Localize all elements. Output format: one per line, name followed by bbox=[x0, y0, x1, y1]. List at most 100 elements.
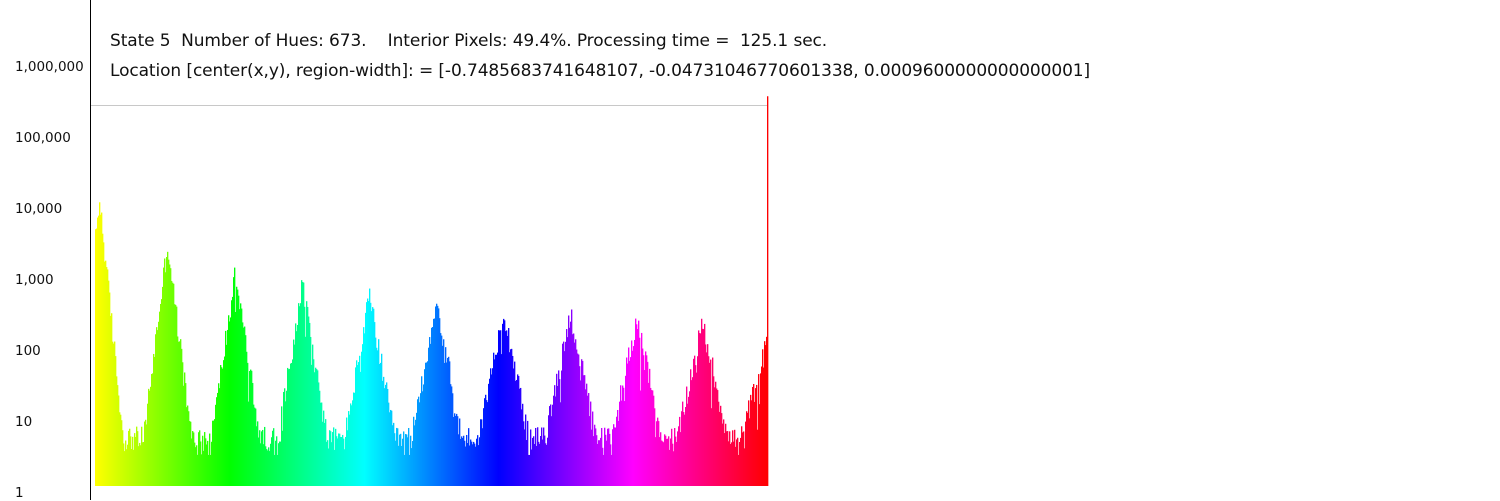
histogram-bar bbox=[761, 366, 763, 486]
histogram-bar bbox=[206, 444, 208, 486]
histogram-bar bbox=[602, 447, 604, 486]
histogram-bar bbox=[190, 421, 192, 486]
histogram-bar bbox=[734, 429, 736, 486]
histogram-bar bbox=[637, 329, 639, 486]
histogram-bar bbox=[455, 415, 457, 486]
histogram-bar bbox=[406, 434, 408, 486]
histogram-bar bbox=[173, 283, 175, 486]
histogram-bar bbox=[169, 264, 171, 486]
histogram-bar bbox=[645, 351, 647, 486]
histogram-bar bbox=[423, 384, 425, 486]
histogram-bar bbox=[512, 355, 514, 486]
histogram-bar bbox=[501, 354, 503, 486]
histogram-bar bbox=[739, 441, 741, 486]
histogram-bar bbox=[700, 333, 702, 486]
histogram-bar bbox=[162, 286, 164, 486]
histogram-bar bbox=[625, 375, 627, 486]
histogram-bar bbox=[672, 443, 674, 486]
histogram-bar bbox=[165, 272, 167, 486]
histogram-bar bbox=[171, 280, 173, 486]
histogram-bar bbox=[654, 408, 656, 486]
histogram-bar bbox=[572, 334, 574, 486]
histogram-bar bbox=[564, 351, 566, 486]
histogram-bar bbox=[628, 347, 630, 486]
histogram-bar bbox=[258, 437, 260, 486]
histogram-bar bbox=[339, 433, 341, 486]
histogram-bar bbox=[504, 320, 506, 486]
histogram-bar bbox=[445, 347, 447, 486]
histogram-bar bbox=[726, 431, 728, 486]
histogram-bar bbox=[224, 356, 226, 486]
histogram-bar bbox=[306, 301, 308, 486]
histogram-bar bbox=[380, 362, 382, 486]
histogram-bar bbox=[146, 424, 148, 486]
histogram-bar bbox=[457, 416, 459, 486]
histogram-bar bbox=[207, 440, 209, 486]
histogram-bar bbox=[113, 343, 115, 486]
histogram-bar bbox=[400, 433, 402, 486]
histogram-bar bbox=[623, 387, 625, 486]
histogram-bar bbox=[527, 420, 529, 486]
histogram-bar bbox=[278, 443, 280, 486]
histogram-bar bbox=[332, 432, 334, 486]
histogram-bar bbox=[529, 454, 531, 486]
y-tick-label: 100,000 bbox=[15, 130, 71, 146]
histogram-bar bbox=[730, 444, 732, 486]
histogram-bar bbox=[419, 402, 421, 486]
histogram-bar bbox=[683, 412, 685, 486]
histogram-bar bbox=[497, 352, 499, 486]
histogram-bar bbox=[641, 332, 643, 486]
histogram-bar bbox=[598, 440, 600, 486]
histogram-bar bbox=[145, 419, 147, 486]
histogram-bar bbox=[472, 444, 474, 486]
histogram-bar bbox=[268, 447, 270, 486]
histogram-bar bbox=[239, 309, 241, 486]
histogram-bar bbox=[477, 435, 479, 486]
histogram-bar bbox=[389, 412, 391, 486]
histogram-bar bbox=[673, 451, 675, 486]
histogram-bar bbox=[473, 441, 475, 486]
histogram-bar bbox=[526, 440, 528, 486]
histogram-bar bbox=[491, 374, 493, 486]
histogram-bar bbox=[312, 344, 314, 486]
histogram-bar bbox=[417, 399, 419, 486]
histogram-bar bbox=[267, 450, 269, 486]
histogram-bar bbox=[285, 401, 287, 486]
histogram-bar bbox=[492, 368, 494, 486]
histogram-bar bbox=[240, 303, 242, 486]
histogram-bar bbox=[155, 334, 157, 486]
histogram-bar bbox=[238, 295, 240, 486]
histogram-bar bbox=[488, 383, 490, 486]
histogram-bar bbox=[711, 408, 713, 486]
histogram-bar bbox=[277, 454, 279, 486]
histogram-bar bbox=[597, 443, 599, 486]
histogram-bar bbox=[703, 329, 705, 486]
histogram-bar bbox=[178, 341, 180, 486]
histogram-bar bbox=[314, 372, 316, 486]
histogram-bar bbox=[502, 323, 504, 486]
histogram-bar bbox=[184, 372, 186, 486]
histogram-bar bbox=[605, 434, 607, 486]
histogram-bar bbox=[104, 261, 106, 486]
histogram-bar bbox=[344, 449, 346, 486]
histogram-bar bbox=[524, 429, 526, 486]
histogram-bar bbox=[633, 346, 635, 486]
histogram-bar bbox=[308, 316, 310, 486]
histogram-bar bbox=[215, 404, 217, 486]
histogram-bar bbox=[149, 390, 151, 486]
histogram-bar bbox=[351, 405, 353, 486]
histogram-bar bbox=[396, 427, 398, 486]
histogram-bar bbox=[616, 416, 618, 486]
histogram-bar bbox=[439, 318, 441, 486]
histogram-bar bbox=[95, 229, 97, 486]
histogram-bar bbox=[167, 251, 169, 486]
histogram-bar bbox=[374, 322, 376, 486]
histogram-bar bbox=[496, 354, 498, 486]
histogram-bar bbox=[745, 421, 747, 486]
histogram-bar bbox=[590, 401, 592, 486]
histogram-bar bbox=[301, 280, 303, 486]
histogram-bar bbox=[627, 363, 629, 486]
histogram-bar bbox=[234, 267, 236, 486]
histogram-bar bbox=[233, 277, 235, 486]
histogram-bar bbox=[594, 424, 596, 486]
